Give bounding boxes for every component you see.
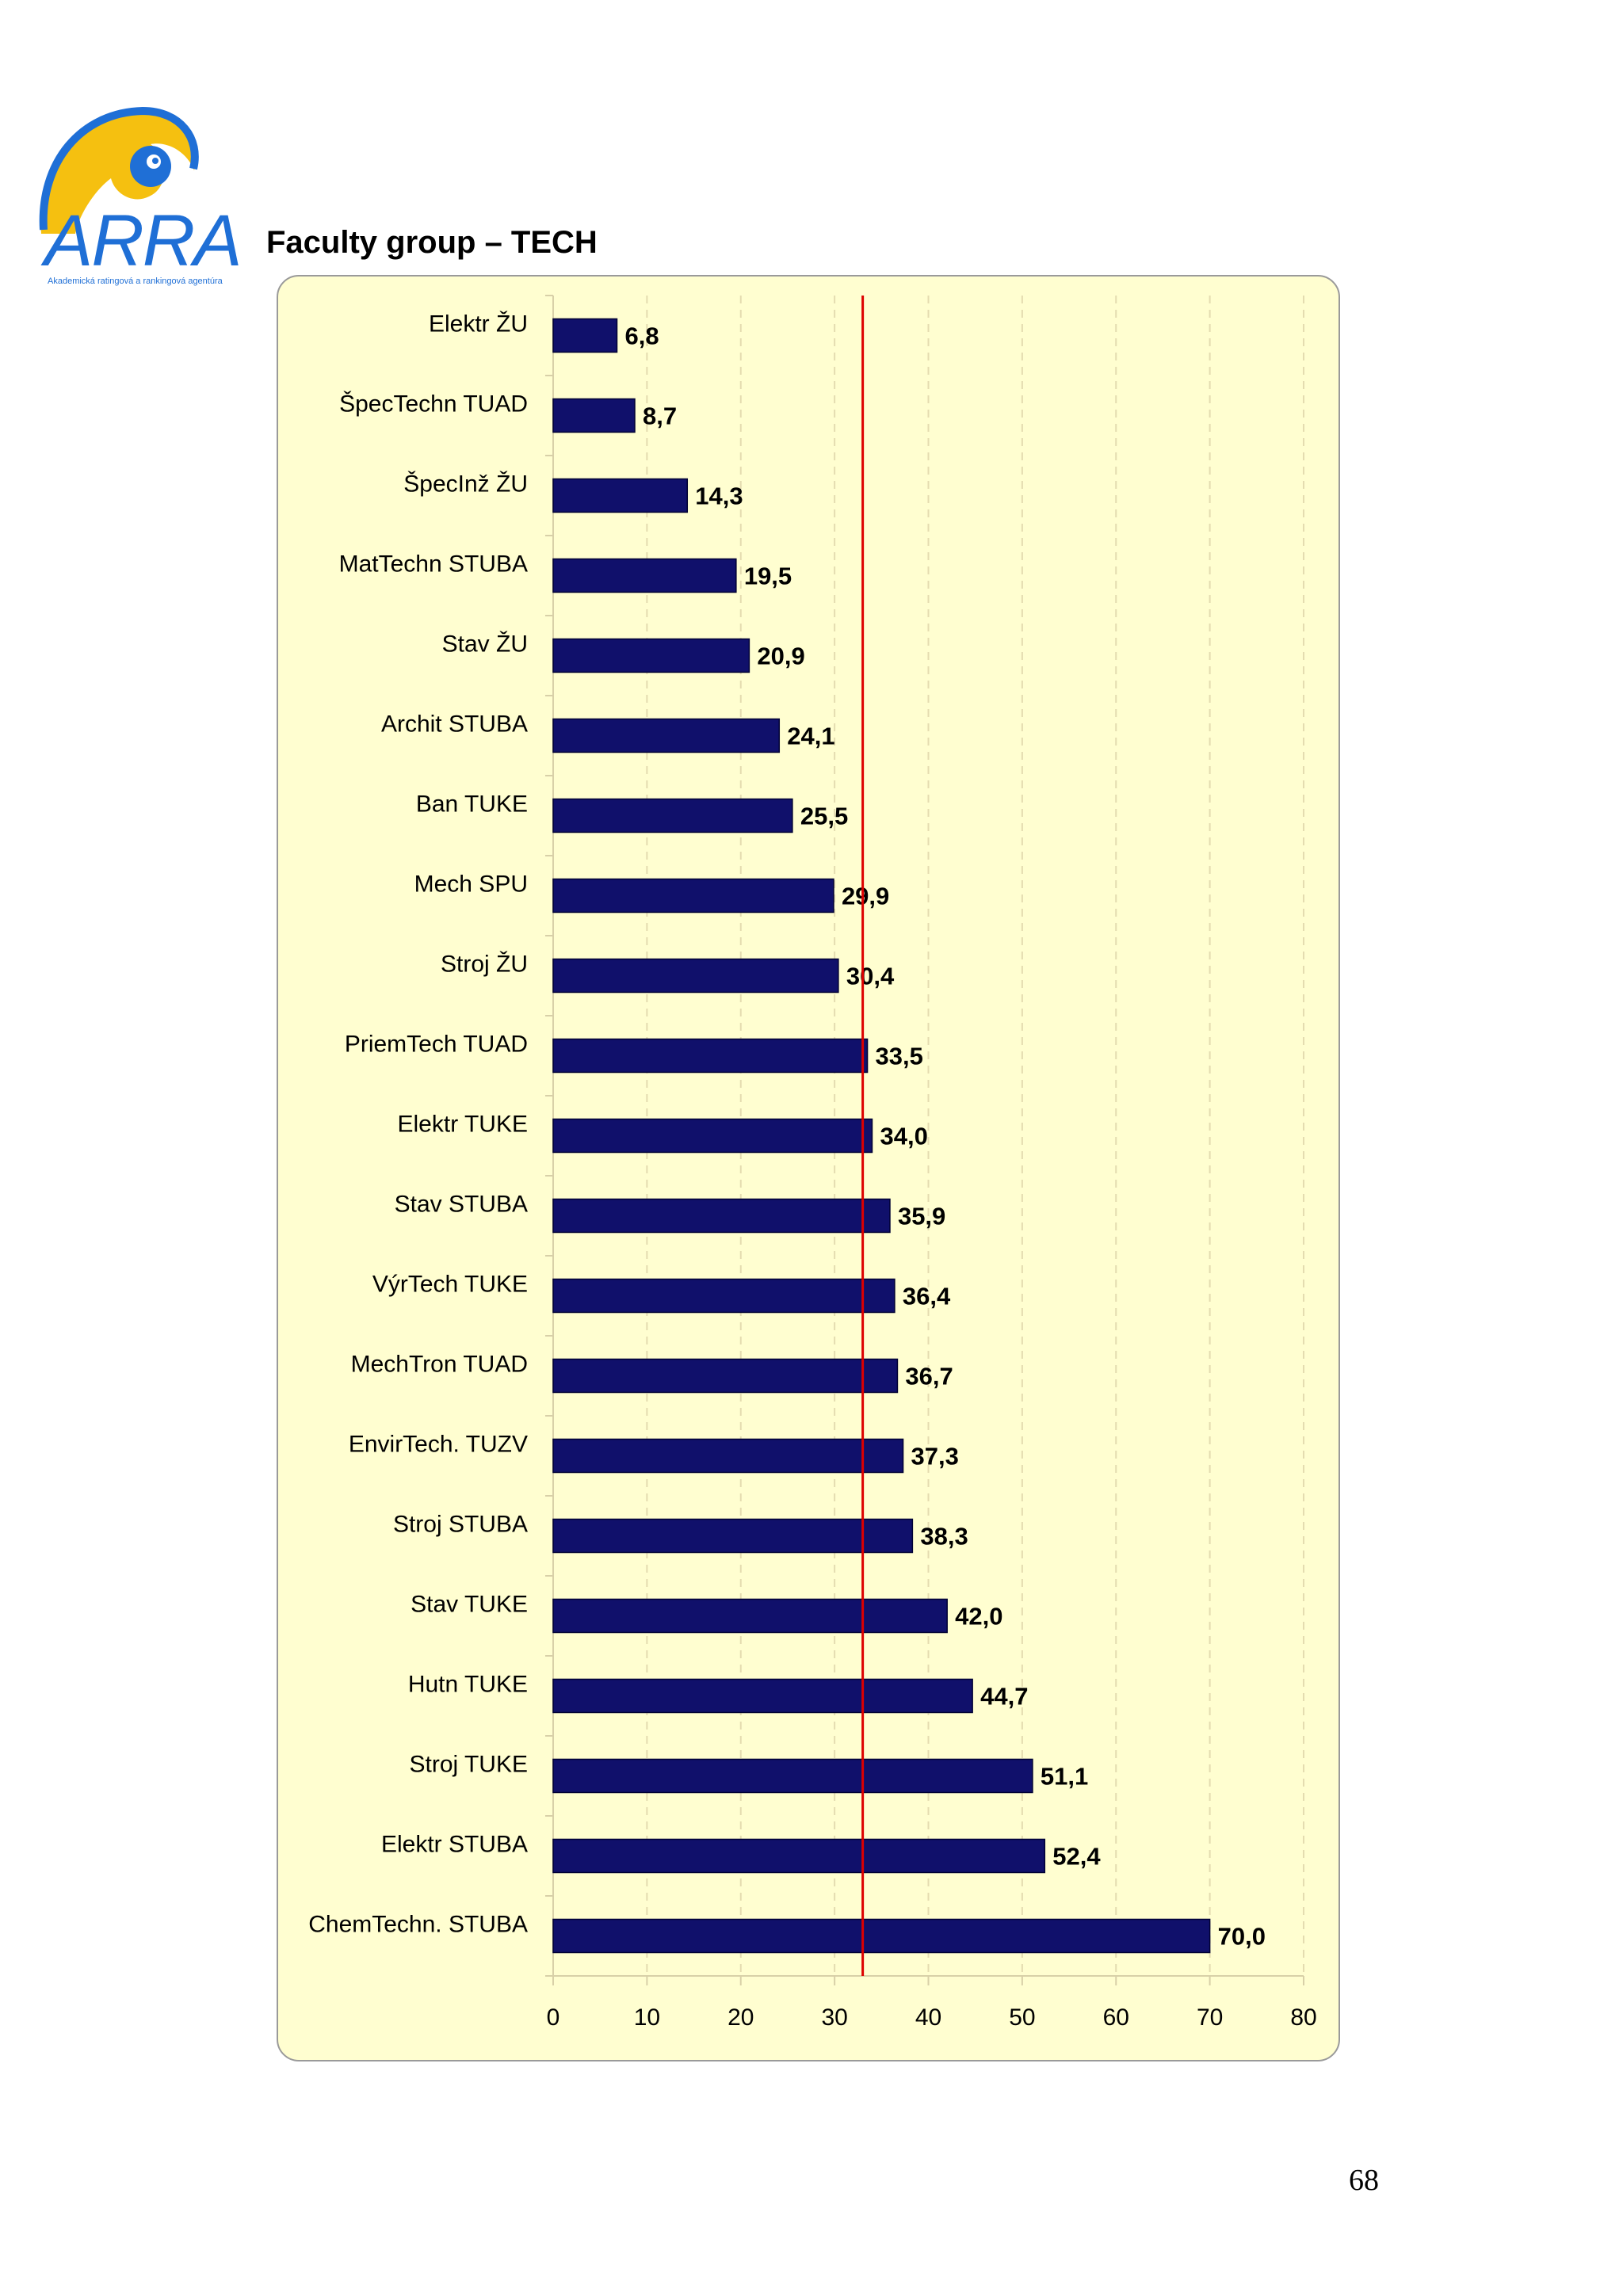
x-tick-label: 60 bbox=[1103, 2004, 1129, 2031]
bar bbox=[552, 1038, 869, 1074]
value-label: 70,0 bbox=[1218, 1923, 1266, 1951]
value-label: 25,5 bbox=[800, 803, 848, 830]
bar bbox=[552, 1598, 948, 1634]
category-label: Stav STUBA bbox=[395, 1192, 528, 1218]
x-tick-label: 80 bbox=[1290, 2004, 1316, 2031]
bar bbox=[552, 1678, 973, 1714]
category-label: Hutn TUKE bbox=[408, 1672, 528, 1698]
value-label: 36,4 bbox=[903, 1283, 951, 1310]
value-label: 36,7 bbox=[905, 1363, 953, 1390]
category-label: MechTron TUAD bbox=[351, 1352, 528, 1378]
bar bbox=[552, 558, 737, 593]
category-label: Mech SPU bbox=[414, 871, 528, 898]
bar bbox=[552, 318, 618, 353]
value-label: 42,0 bbox=[955, 1603, 1002, 1630]
bar bbox=[552, 478, 689, 513]
bar bbox=[552, 398, 636, 433]
value-label: 33,5 bbox=[876, 1043, 923, 1070]
bar bbox=[552, 1918, 1211, 1954]
bar bbox=[552, 638, 750, 673]
category-label: Stav ŽU bbox=[442, 631, 528, 658]
category-label: Ban TUKE bbox=[416, 791, 528, 818]
logo-text: ARRA bbox=[40, 200, 241, 281]
value-label: 29,9 bbox=[842, 883, 889, 910]
category-label: Elektr TUKE bbox=[398, 1112, 529, 1138]
bar bbox=[552, 1438, 904, 1474]
value-label: 52,4 bbox=[1052, 1843, 1101, 1871]
value-label: 51,1 bbox=[1041, 1763, 1088, 1791]
category-label: Stroj TUKE bbox=[410, 1752, 529, 1778]
category-label: ŠpecInž ŽU bbox=[403, 471, 528, 498]
x-tick-label: 30 bbox=[821, 2004, 847, 2031]
category-label: Stroj ŽU bbox=[441, 952, 528, 978]
bar bbox=[552, 1838, 1046, 1874]
bar bbox=[552, 718, 781, 753]
x-tick-label: 20 bbox=[727, 2004, 754, 2031]
category-label: PriemTech TUAD bbox=[345, 1032, 528, 1058]
value-label: 14,3 bbox=[695, 482, 743, 510]
category-label: Archit STUBA bbox=[381, 711, 528, 738]
category-label: ŠpecTechn TUAD bbox=[339, 391, 528, 418]
bar bbox=[552, 958, 839, 994]
category-label: Elektr ŽU bbox=[429, 311, 528, 338]
bar bbox=[552, 1758, 1033, 1794]
page-number: 68 bbox=[1349, 2164, 1379, 2197]
value-label: 34,0 bbox=[880, 1123, 927, 1150]
value-label: 24,1 bbox=[787, 723, 834, 750]
x-tick-label: 40 bbox=[915, 2004, 941, 2031]
x-tick-label: 10 bbox=[634, 2004, 660, 2031]
value-label: 30,4 bbox=[846, 963, 895, 990]
category-label: VýrTech TUKE bbox=[372, 1272, 528, 1298]
bar bbox=[552, 878, 834, 913]
value-label: 44,7 bbox=[980, 1683, 1028, 1711]
logo-parrot-outline bbox=[39, 106, 199, 231]
x-tick-label: 50 bbox=[1009, 2004, 1035, 2031]
category-label: Stroj STUBA bbox=[393, 1512, 528, 1538]
value-label: 20,9 bbox=[757, 643, 804, 670]
bar bbox=[552, 1278, 896, 1314]
bar bbox=[552, 1198, 891, 1234]
category-label: Elektr STUBA bbox=[381, 1832, 528, 1858]
labels: 0 10 20 30 40 50 60 70 80 Elektr ŽU 6,8 ŠpecTechn T… bbox=[308, 311, 1316, 2031]
logo-parrot-crest bbox=[40, 109, 197, 234]
bar bbox=[552, 1518, 914, 1554]
value-label: 35,9 bbox=[898, 1203, 945, 1230]
logo-subtitle: Akademická ratingová a rankingová agentú… bbox=[48, 277, 223, 286]
bar bbox=[552, 1118, 873, 1154]
x-tick-label: 0 bbox=[547, 2004, 560, 2031]
category-label: MatTechn STUBA bbox=[339, 551, 528, 578]
page-title: Faculty group – TECH bbox=[266, 225, 598, 260]
value-label: 38,3 bbox=[920, 1523, 968, 1550]
x-tick-label: 70 bbox=[1197, 2004, 1223, 2031]
category-label: EnvirTech. TUZV bbox=[349, 1432, 528, 1458]
value-label: 8,7 bbox=[643, 402, 677, 430]
bars bbox=[552, 318, 1211, 1954]
bar bbox=[552, 1358, 899, 1394]
value-label: 6,8 bbox=[624, 322, 659, 350]
value-label: 19,5 bbox=[744, 563, 792, 590]
value-label: 37,3 bbox=[911, 1443, 959, 1470]
category-label: ChemTechn. STUBA bbox=[308, 1912, 528, 1938]
category-label: Stav TUKE bbox=[411, 1592, 528, 1618]
bar bbox=[552, 798, 793, 833]
arra-logo: ARRA Akademická ratingová a rankingová a… bbox=[39, 106, 242, 286]
